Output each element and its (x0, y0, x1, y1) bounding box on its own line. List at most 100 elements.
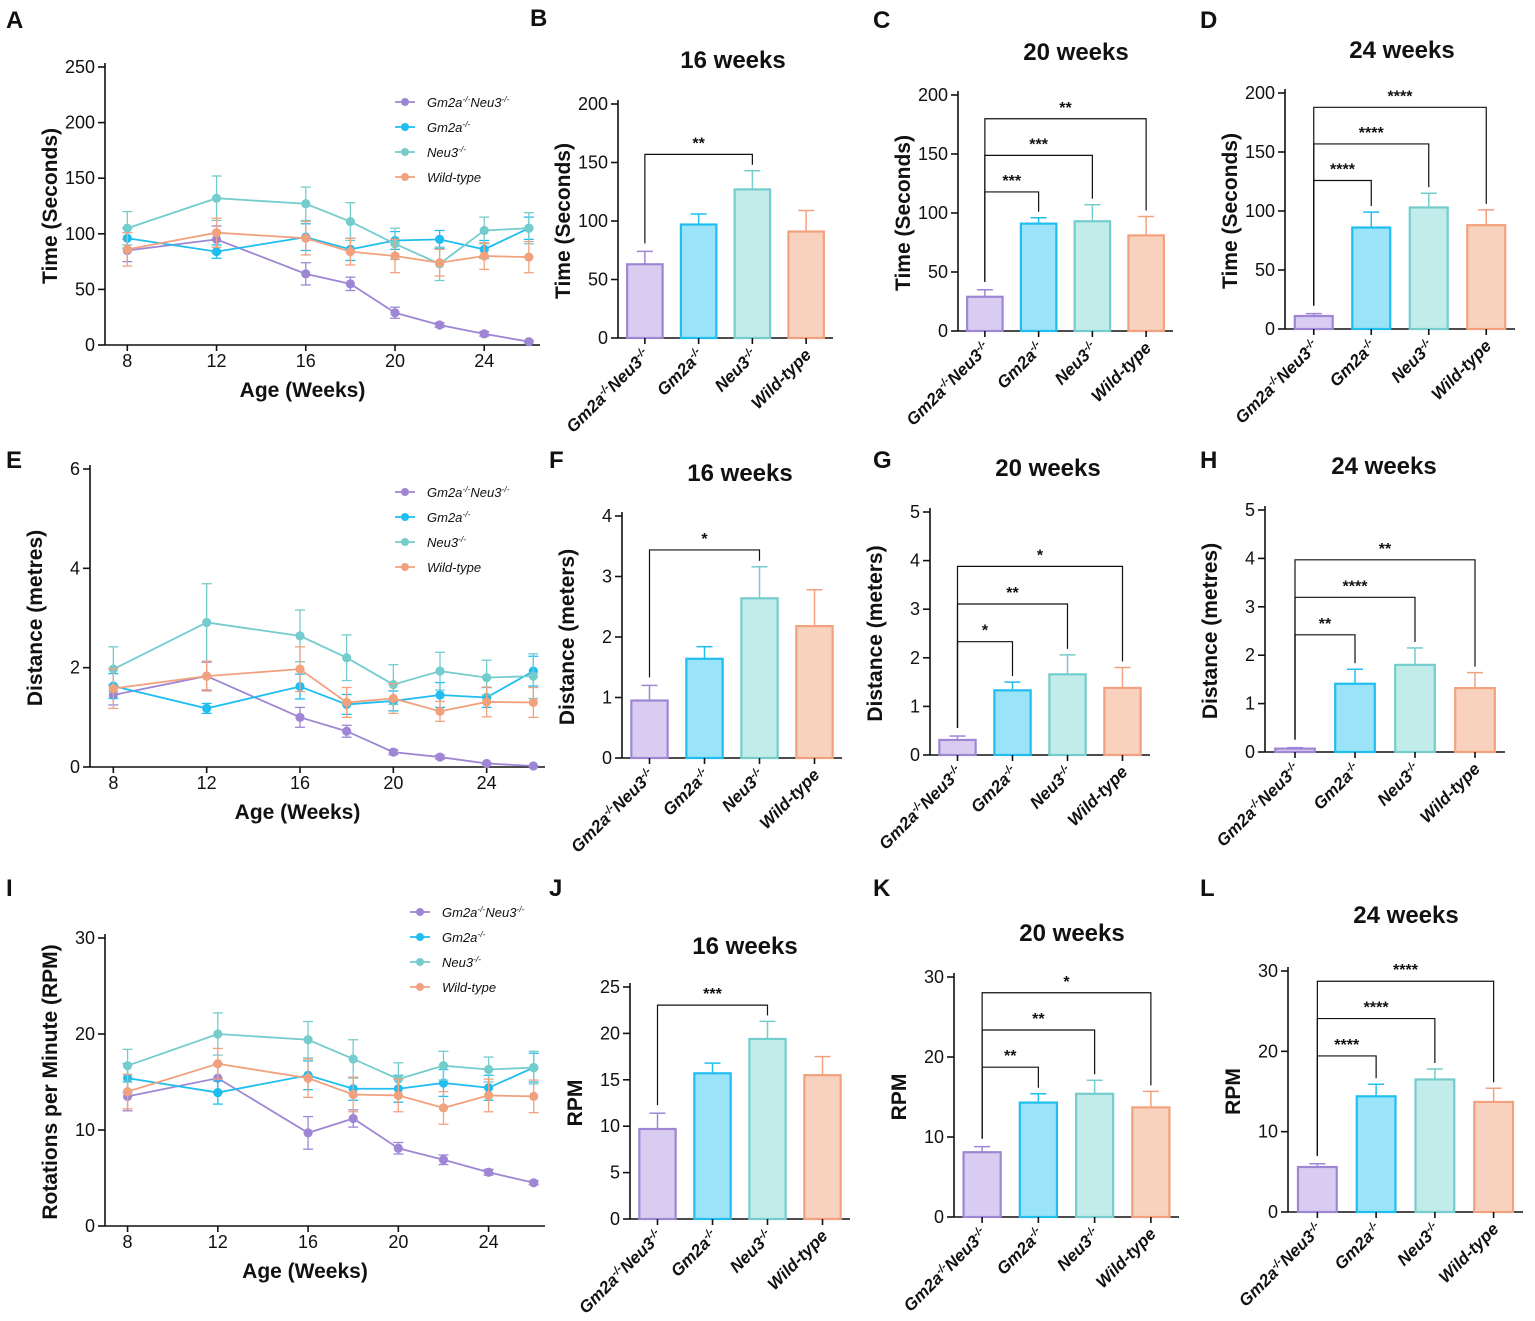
significance-bracket (648, 549, 761, 678)
y-tick-label: 4 (70, 558, 80, 578)
significance-label: ** (1032, 1011, 1045, 1028)
significance-label: * (1037, 547, 1044, 564)
bar (679, 223, 718, 340)
y-tick-label: 4 (602, 506, 612, 526)
bar-group-gm2aneu3 (1293, 312, 1334, 331)
data-point (528, 697, 538, 708)
y-tick-label: 2 (1245, 645, 1255, 665)
significance-bracket (984, 118, 1147, 282)
panel-letter-D: D (1200, 7, 1217, 34)
legend-label: Wild-type (442, 980, 496, 995)
bar-group-wild-type (1454, 671, 1496, 754)
bar-group-gm2aneu3 (638, 1112, 677, 1221)
bar (1351, 226, 1392, 331)
legend-label: Gm2a-/-Neu3-/- (427, 484, 510, 500)
series-line (127, 238, 530, 343)
y-tick-label: 150 (918, 144, 948, 164)
y-tick-label: 150 (65, 168, 95, 188)
data-point (529, 1178, 539, 1188)
bar-group-gm2aneu3 (630, 684, 669, 760)
significance-brackets: * (648, 531, 761, 678)
legend-marker (401, 173, 409, 181)
panel-letter-J: J (549, 875, 562, 902)
x-tick-label: 8 (108, 773, 118, 793)
bar (803, 1074, 842, 1221)
y-tick-label: 0 (598, 328, 608, 348)
significance-label: **** (1334, 1037, 1360, 1054)
data-point (211, 246, 222, 257)
data-point (435, 752, 445, 762)
bar (938, 738, 977, 757)
bar (1274, 747, 1316, 754)
series-line (113, 675, 534, 767)
x-tick-label: Gm2a-/-Neu3-/- (903, 338, 994, 429)
x-tick-label: Gm2a-/-Neu3-/- (1232, 336, 1323, 427)
x-tick-label: 20 (383, 773, 403, 793)
chart-title: 20 weeks (1019, 920, 1124, 947)
data-point (348, 1054, 358, 1064)
bar (1103, 686, 1142, 757)
data-point (435, 258, 445, 268)
y-tick-label: 10 (1258, 1122, 1278, 1142)
data-point (122, 1061, 133, 1071)
bar-group-neu3 (733, 169, 772, 340)
y-tick-label: 20 (600, 1023, 620, 1043)
chart-c: C 20 weeks 0 50 100 150 200 Time (Seconds) Gm2a-… (873, 7, 1173, 429)
significance-label: **** (1388, 88, 1414, 105)
y-tick-label: 200 (578, 94, 608, 114)
bar (740, 597, 779, 760)
significance-brackets: **** (956, 547, 1124, 729)
data-point (342, 697, 352, 708)
data-point (213, 1087, 223, 1098)
series-line (127, 197, 529, 265)
x-tick-label: Gm2a-/- (653, 345, 707, 399)
significance-brackets: ******** (984, 100, 1147, 282)
significance-label: **** (1343, 578, 1369, 595)
x-tick-label: 8 (122, 351, 132, 371)
legend-marker (401, 148, 409, 156)
significance-brackets: **** **** **** (1316, 962, 1495, 1156)
legend-label: Wild-type (427, 560, 481, 575)
data-point (524, 223, 534, 233)
bar (685, 657, 724, 760)
legend-marker (416, 908, 424, 916)
y-tick-label: 3 (602, 567, 612, 587)
legend: Gm2a-/-Neu3-/-Gm2a-/-Neu3-/-Wild-type (410, 904, 525, 995)
panel-letter-E: E (6, 447, 22, 474)
x-tick-label: Wild-type (748, 345, 815, 412)
panel-letter-B: B (530, 5, 547, 32)
x-tick-label: 12 (208, 1232, 228, 1252)
chart-title: 16 weeks (687, 460, 792, 487)
y-tick-label: 3 (910, 599, 920, 619)
bar (1355, 1095, 1397, 1214)
data-point (303, 1035, 313, 1045)
series-wild-type (122, 1047, 539, 1125)
x-tick-label: 20 (388, 1232, 408, 1252)
x-tick-label: Wild-type (1088, 338, 1155, 405)
x-tick-label: 24 (477, 773, 497, 793)
bar (1414, 1078, 1456, 1214)
data-point (479, 329, 489, 339)
y-axis-label: Time (Seconds) (1219, 133, 1242, 289)
data-point (342, 726, 352, 736)
bar (962, 1151, 1002, 1219)
data-point (393, 1090, 403, 1101)
bar-group-gm2a (685, 645, 724, 760)
x-tick-label: Wild-type (1428, 336, 1495, 403)
x-tick-label: Neu3-/- (1393, 1219, 1443, 1269)
y-tick-label: 50 (75, 279, 95, 299)
bar (1473, 1100, 1515, 1214)
chart-title: 20 weeks (995, 455, 1100, 482)
significance-label: *** (1029, 136, 1048, 153)
bar-group-neu3 (1408, 192, 1449, 331)
bar (1074, 1092, 1115, 1219)
chart-a: A 0 50 100 150 200 250 Time (Seconds) 8 12 16 20 24 A… (6, 7, 540, 402)
data-point (301, 269, 311, 279)
y-tick-label: 20 (75, 1024, 95, 1044)
bar-group-neu3 (748, 1020, 787, 1221)
bar-group-gm2a (1355, 1083, 1397, 1214)
x-tick-label: Gm2a-/- (667, 1226, 721, 1280)
significance-bracket (1294, 559, 1476, 740)
panel-letter-C: C (873, 7, 890, 34)
data-point (482, 758, 492, 769)
